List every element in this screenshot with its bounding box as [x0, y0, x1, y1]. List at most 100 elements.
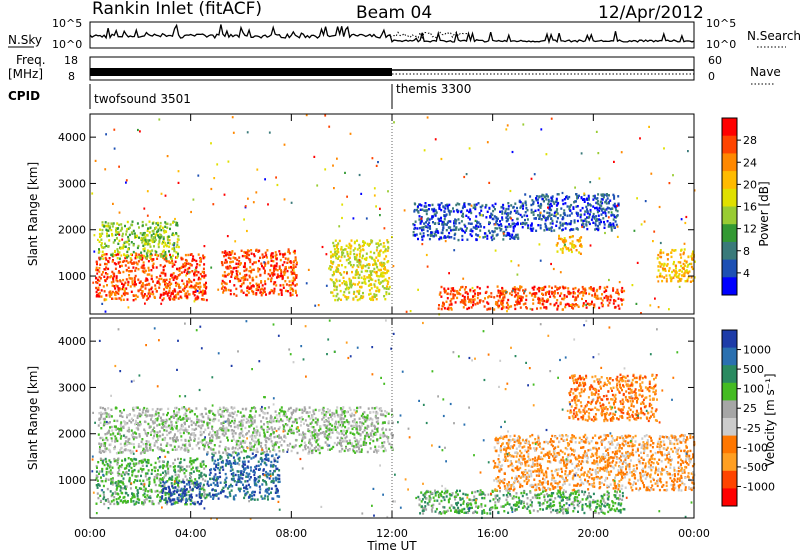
heatmap-cell [247, 465, 249, 467]
heatmap-cell [177, 465, 179, 467]
heatmap-cell [516, 207, 518, 209]
heatmap-cell [531, 178, 533, 180]
heatmap-cell [341, 282, 343, 284]
heatmap-cell [142, 245, 144, 247]
heatmap-cell [133, 463, 135, 465]
heatmap-cell [256, 426, 258, 428]
heatmap-cell [147, 297, 149, 299]
heatmap-cell [218, 419, 220, 421]
heatmap-cell [204, 290, 206, 292]
heatmap-cell [158, 278, 160, 280]
heatmap-cell [128, 306, 130, 308]
heatmap-cell [465, 215, 467, 217]
heatmap-cell [493, 237, 495, 239]
heatmap-cell [348, 258, 350, 260]
heatmap-cell [667, 254, 669, 256]
heatmap-cell [534, 173, 536, 175]
heatmap-cell [488, 221, 490, 223]
heatmap-cell [270, 461, 272, 463]
heatmap-cell [225, 289, 227, 291]
heatmap-cell [510, 225, 512, 227]
heatmap-cell [119, 465, 121, 467]
heatmap-cell [334, 248, 336, 250]
heatmap-cell [178, 500, 180, 502]
heatmap-cell [185, 475, 187, 477]
heatmap-cell [104, 168, 106, 170]
heatmap-cell [581, 298, 583, 300]
heatmap-cell [98, 473, 100, 475]
heatmap-cell [178, 494, 180, 496]
heatmap-cell [215, 466, 217, 468]
heatmap-cell [253, 494, 255, 496]
heatmap-cell [280, 259, 282, 261]
beam-label: Beam 04 [356, 3, 432, 23]
heatmap-cell [121, 412, 123, 414]
heatmap-cell [384, 268, 386, 270]
heatmap-cell [432, 216, 434, 218]
heatmap-cell [246, 421, 248, 423]
heatmap-cell [372, 296, 374, 298]
heatmap-cell [241, 277, 243, 279]
heatmap-cell [106, 235, 108, 237]
heatmap-cell [286, 262, 288, 264]
heatmap-cell [455, 301, 457, 303]
heatmap-cell [114, 287, 116, 289]
heatmap-cell [228, 267, 230, 269]
heatmap-cell [546, 300, 548, 302]
heatmap-cell [161, 242, 163, 244]
heatmap-cell [131, 277, 133, 279]
nsky-frame [90, 22, 694, 48]
heatmap-cell [203, 491, 205, 493]
heatmap-cell [359, 274, 361, 276]
heatmap-cell [242, 461, 244, 463]
heatmap-cell [118, 224, 120, 226]
heatmap-cell [137, 289, 139, 291]
heatmap-cell [548, 290, 550, 292]
heatmap-cell [201, 466, 203, 468]
heatmap-cell [164, 292, 166, 294]
heatmap-cell [338, 255, 340, 257]
heatmap-cell [115, 297, 117, 299]
heatmap-cell [522, 202, 524, 204]
heatmap-cell [574, 219, 576, 221]
heatmap-cell [615, 209, 617, 211]
heatmap-cell [274, 273, 276, 275]
heatmap-cell [137, 247, 139, 249]
heatmap-cell [495, 203, 497, 205]
heatmap-cell [557, 305, 559, 307]
heatmap-cell [196, 487, 198, 489]
heatmap-cell [192, 489, 194, 491]
heatmap-cell [166, 279, 168, 281]
heatmap-cell [169, 228, 171, 230]
heatmap-cell [129, 477, 131, 479]
heatmap-cell [598, 215, 600, 217]
heatmap-cell [462, 213, 464, 215]
heatmap-cell [450, 236, 452, 238]
heatmap-cell [272, 473, 274, 475]
heatmap-cell [265, 252, 267, 254]
heatmap-cell [551, 230, 553, 232]
power-colorbar-tick-label: 20 [743, 178, 757, 191]
heatmap-cell [430, 235, 432, 237]
heatmap-cell [135, 252, 137, 254]
heatmap-cell [549, 215, 551, 217]
heatmap-cell [347, 288, 349, 290]
heatmap-cell [513, 222, 515, 224]
heatmap-cell [538, 302, 540, 304]
heatmap-cell [151, 275, 153, 277]
heatmap-cell [215, 479, 217, 481]
heatmap-cell [100, 257, 102, 259]
heatmap-cell [105, 133, 107, 135]
heatmap-cell [586, 221, 588, 223]
heatmap-cell [172, 221, 174, 223]
heatmap-cell [265, 483, 267, 485]
heatmap-cell [141, 266, 143, 268]
heatmap-cell [133, 251, 135, 253]
heatmap-cell [110, 222, 112, 224]
heatmap-cell [445, 236, 447, 238]
heatmap-cell [114, 251, 116, 253]
heatmap-cell [118, 482, 120, 484]
heatmap-cell [144, 459, 146, 461]
heatmap-cell [200, 497, 202, 499]
heatmap-cell [101, 242, 103, 244]
